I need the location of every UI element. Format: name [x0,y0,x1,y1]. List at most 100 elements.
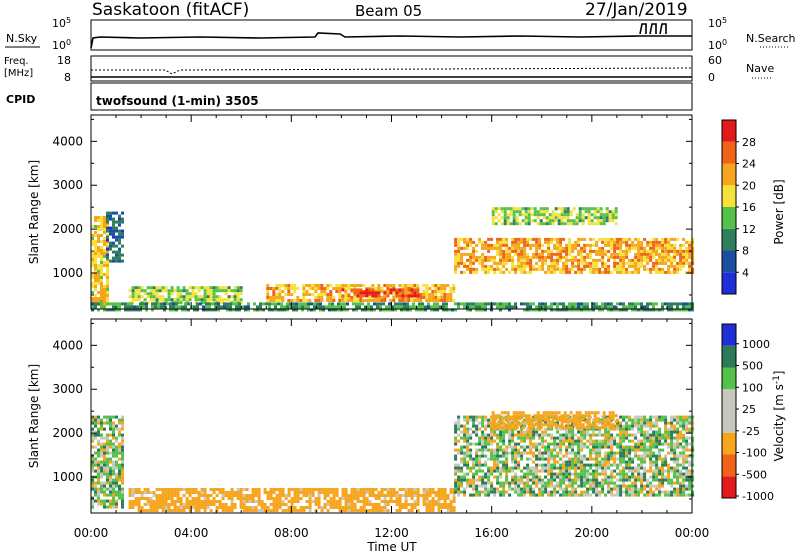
power-cell [367,302,370,306]
power-cell [613,305,616,309]
power-cell [91,237,94,240]
power-cell [523,267,527,271]
power-cell [481,261,485,265]
power-cell [655,308,658,312]
power-cell [280,302,283,306]
power-cell [91,240,94,243]
velocity-cell [682,454,686,458]
power-cell [550,302,553,306]
power-cell [224,292,228,296]
power-cell [491,222,495,226]
power-cell [115,244,118,248]
velocity-cell [628,463,632,467]
velocity-cell [688,418,692,422]
velocity-cell [637,427,641,431]
velocity-cell [526,445,530,449]
velocity-cell [170,500,174,503]
power-cell [679,267,683,271]
power-cell [365,299,369,302]
power-cell [562,261,566,265]
power-cell [472,246,476,250]
power-cell [637,249,641,253]
velocity-cell [652,463,656,467]
velocity-cell [559,424,563,428]
velocity-cell [587,420,591,424]
velocity-cell [344,488,348,491]
velocity-cell [97,490,100,494]
velocity-cell [493,466,497,470]
velocity-cell [559,493,563,497]
power-cell [308,287,312,290]
velocity-cell [332,497,336,500]
velocity-cell [493,430,497,434]
velocity-cell [472,442,476,446]
power-cell [613,240,617,244]
power-cell [643,246,647,250]
velocity-cell [97,448,100,452]
power-cell [499,246,503,250]
velocity-cell [523,484,527,488]
velocity-cell [371,506,375,509]
velocity-cell [221,497,225,500]
velocity-cell [658,493,662,497]
power-cell [206,295,210,299]
power-cell [454,261,458,265]
power-cell [553,308,556,312]
velocity-cell [472,463,476,467]
velocity-cell [97,418,100,422]
velocity-cell [239,491,243,494]
power-cell [115,259,118,263]
power-cell [514,240,518,244]
velocity-cell [580,493,584,497]
velocity-cell [664,454,668,458]
power-cell [224,286,228,290]
velocity-cell [278,488,282,491]
velocity-cell [335,488,339,491]
velocity-cell [97,430,100,434]
velocity-cell [619,451,623,455]
power-cell [577,261,581,265]
power-cell [589,308,592,312]
velocity-cell [407,488,411,491]
velocity-cell [121,505,124,509]
velocity-cell [478,457,482,461]
velocity-cell [308,491,312,494]
velocity-cell [362,506,366,509]
velocity-cell [374,509,378,512]
power-cell [469,252,473,256]
velocity-cell [568,436,572,440]
cpid-panel [90,82,693,111]
velocity-cell [685,493,689,497]
noise-search-trace [639,23,667,35]
power-cell [583,261,587,265]
power-cell [196,302,199,306]
velocity-cell [520,439,524,443]
power-cell [292,302,295,306]
power-cell [364,305,367,309]
velocity-cell [682,481,686,485]
velocity-cell [173,503,177,506]
velocity-cell [338,503,342,506]
velocity-cell [227,497,231,500]
power-cell [688,252,692,256]
power-cell [568,243,572,247]
power-cell [550,258,554,262]
velocity-cell [520,445,524,449]
velocity-cell [503,417,507,421]
power-cell [532,252,536,256]
power-cell [469,261,473,265]
velocity-cell [112,424,115,428]
velocity-cell [574,466,578,470]
power-cell [667,249,671,253]
velocity-cell [212,503,216,506]
velocity-cell [565,451,569,455]
velocity-cell [649,424,653,428]
velocity-cell [583,469,587,473]
velocity-cell [676,481,680,485]
velocity-cell [616,478,620,482]
power-cell [151,305,154,309]
power-cell [487,302,490,306]
velocity-cell [622,478,626,482]
power-cell [637,308,640,312]
power-cell [233,298,237,302]
